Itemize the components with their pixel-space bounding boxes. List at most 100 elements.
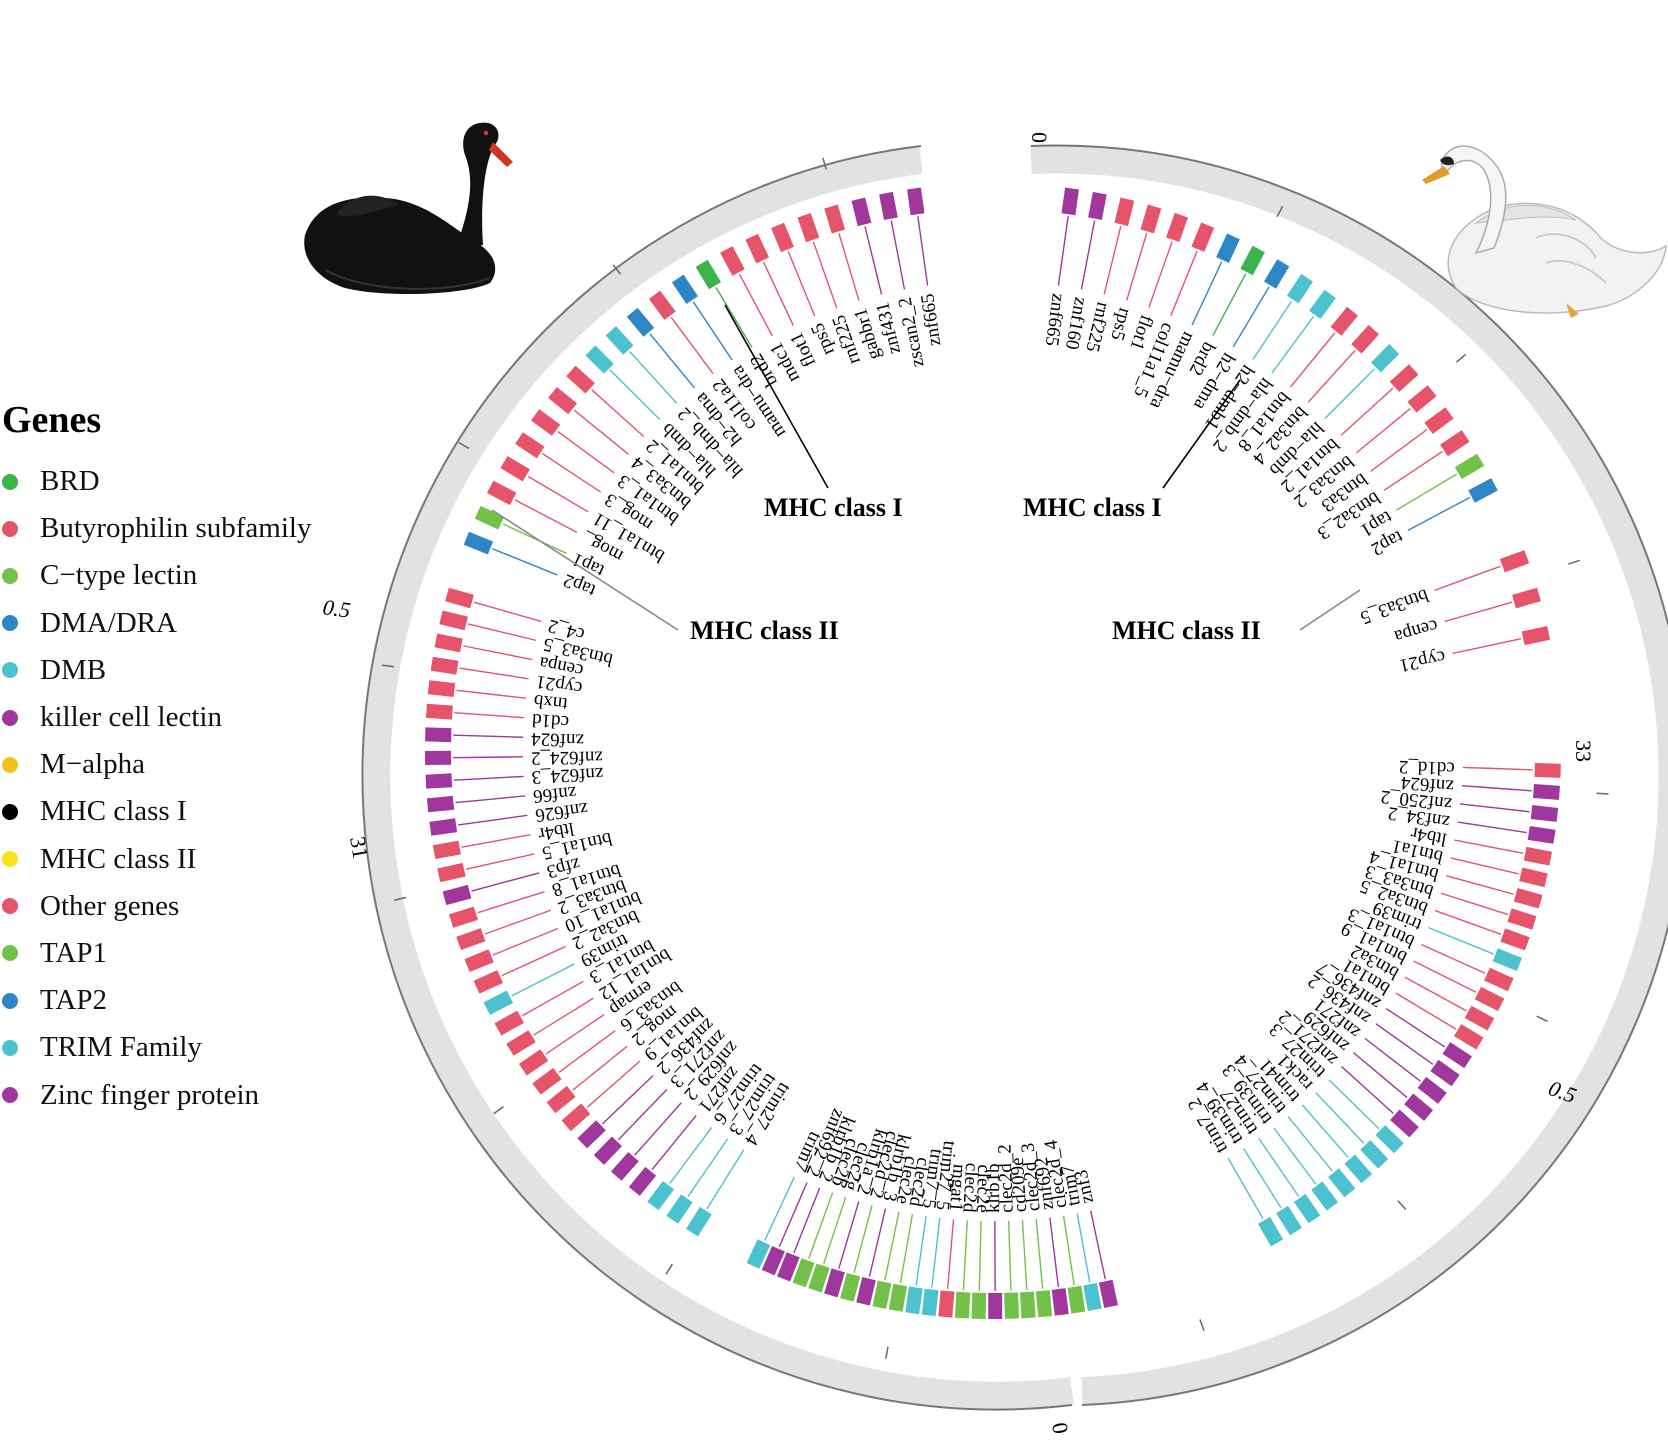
gene-block [1088,192,1107,220]
legend-swatch [2,521,18,537]
gene-block [1191,222,1214,251]
gene-block [456,928,485,950]
gene-block [1512,588,1541,609]
gene-block [907,188,924,216]
legend-label: killer cell lectin [40,701,222,734]
gene-connector [779,1183,807,1247]
legend-item: killer cell lectin [0,694,311,741]
legend-item: C−type lectin [0,552,311,599]
gene-block [824,205,845,234]
gene-connector [463,646,532,660]
gene-block [872,1281,891,1309]
gene-connector [918,216,928,285]
gene-connector [1453,639,1521,654]
gene-connector [1397,474,1457,510]
gene-label: cyp21 [1398,646,1448,676]
axis-label-bottom-zero: 0 [1047,1421,1074,1436]
gene-block [771,223,794,252]
gene-connector [869,1209,885,1277]
legend-item: M−alpha [0,741,311,788]
gene-connector [453,757,523,758]
gene-connector [456,690,526,698]
region-label-left-class-i: MHC class I [764,493,903,522]
gene-connector [794,1188,820,1253]
gene-connector [503,524,567,553]
gene-block [1408,385,1437,412]
gene-connector [1454,840,1523,853]
gene-connector [1441,893,1508,914]
gene-block [852,198,872,227]
legend-swatch [2,945,18,961]
gene-block [672,275,698,304]
legend-item: TAP2 [0,977,311,1024]
gene-block [562,1103,591,1131]
gene-connector [573,1046,627,1090]
gene-connector [1149,242,1172,308]
gene-connector [587,1061,640,1107]
gene-block [1534,763,1560,778]
gene-connector [688,1139,728,1197]
gene-connector [693,302,732,360]
gene-connector [1244,1149,1281,1208]
gene-connector [671,317,713,373]
gene-block [1276,1206,1302,1235]
axis-tick [886,1347,888,1359]
gene-block [745,234,769,263]
axis-label-top-zero: 0 [1027,132,1052,143]
axis-label-left-half: 0.5 [321,594,352,623]
gene-block [1443,1042,1472,1068]
gene-connector [618,1089,667,1139]
gene-block [474,970,503,994]
gene-connector [454,776,524,780]
legend-item: Butyrophilin subfamily [0,505,311,552]
gene-connector [574,410,628,454]
gene-block [988,1293,1002,1319]
legend-swatch [2,710,18,726]
gene-block [426,704,453,720]
gene-connector [1446,876,1513,895]
gene-block [879,192,898,220]
gene-connector [528,476,588,512]
legend-swatch [2,568,18,584]
gene-block [428,680,455,697]
gene-connector [455,796,525,803]
gene-block [1484,968,1513,991]
gene-block [594,1136,622,1164]
legend-item: BRD [0,458,311,505]
gene-connector [468,624,536,640]
gene-connector [559,1031,615,1073]
gene-connector [1396,993,1456,1029]
gene-block [585,345,613,373]
gene-connector [891,221,904,290]
gene-block [577,1120,605,1148]
gene-block [433,841,461,859]
legend-item: DMB [0,647,311,694]
gene-block [1418,1077,1447,1104]
legend-item: DMA/DRA [0,600,311,647]
gene-block [1083,1283,1101,1311]
gene-block [425,773,452,788]
legend-swatch [2,757,18,773]
gene-block [1328,1168,1355,1197]
gene-connector [1316,1093,1364,1144]
axis-label-right-33: 33 [1571,740,1596,762]
gene-connector [932,1218,940,1288]
gene-block [1062,188,1079,216]
gene-block [1455,454,1485,479]
gene-block [475,506,504,530]
gene-connector [1290,333,1334,387]
axis-tick [1398,1201,1406,1210]
gene-connector [478,892,545,913]
region-label-right-class-i: MHC class I [1023,493,1162,522]
gene-connector [453,735,523,737]
gene-connector [1356,408,1410,452]
legend-swatch [2,1040,18,1056]
gene-connector [865,226,882,294]
gene-connector [650,334,694,388]
gene-connector [502,947,566,976]
axis-tick [1200,1320,1204,1331]
gene-block [1052,1288,1069,1316]
gene-connector [707,1150,744,1209]
legend-swatch [2,851,18,867]
